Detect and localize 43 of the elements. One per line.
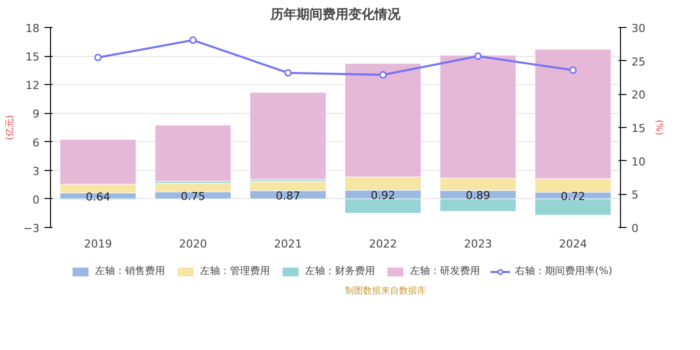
legend-label: 右轴：期间费用率(%) [515, 264, 612, 278]
x-tick-label: 2019 [84, 238, 112, 250]
y-axis-title: (亿元) [4, 114, 16, 140]
y-tick-label: 0 [32, 193, 40, 206]
legend-label: 左轴：财务费用 [305, 264, 375, 278]
y2-tick-label: 10 [632, 155, 646, 168]
y2-tick-label: 20 [632, 88, 646, 102]
y2-tick-label: 5 [632, 188, 638, 202]
data-label: 0.75 [180, 190, 206, 203]
legend-label: 左轴：研发费用 [410, 264, 480, 278]
y-tick-label: 9 [32, 108, 40, 121]
point [379, 71, 387, 79]
y-tick-label: 15 [26, 50, 40, 64]
text: 制图数据来自数据库 [345, 286, 426, 296]
x-tick-label: 2021 [274, 238, 302, 250]
bar [250, 92, 326, 180]
y2-tick-label: 15 [632, 122, 646, 135]
y2-tick-label: 30 [632, 22, 646, 35]
y2-tick-label: 25 [632, 55, 646, 68]
data-label: 0.87 [276, 189, 300, 202]
point [94, 54, 102, 62]
x-tick-label: 2022 [369, 238, 398, 250]
data-label: 0.72 [560, 190, 586, 203]
x-tick-label: 2023 [464, 238, 492, 250]
y-tick-label: 18 [26, 22, 40, 35]
data-label: 0.64 [86, 190, 110, 204]
data-label: 0.92 [370, 189, 396, 202]
y-tick-label: 3 [32, 164, 40, 178]
legend-label: 左轴：管理费用 [200, 264, 270, 278]
x-tick-label: 2020 [179, 238, 208, 250]
point [474, 52, 482, 60]
y-tick-label: 6 [32, 136, 40, 150]
legend-label: 左轴：销售费用 [95, 264, 165, 278]
y-tick-label: −3 [23, 222, 40, 235]
y-tick-label: 12 [26, 79, 40, 92]
chart-title: 历年期间费用变化情况 [270, 6, 402, 22]
x-tick-label: 2024 [559, 238, 588, 250]
data-label: 0.89 [466, 189, 490, 202]
point [189, 36, 197, 44]
y2-axis-title: (%) [653, 120, 664, 136]
point [284, 69, 292, 77]
point [569, 66, 577, 74]
y2-tick-label: 0 [632, 222, 638, 235]
